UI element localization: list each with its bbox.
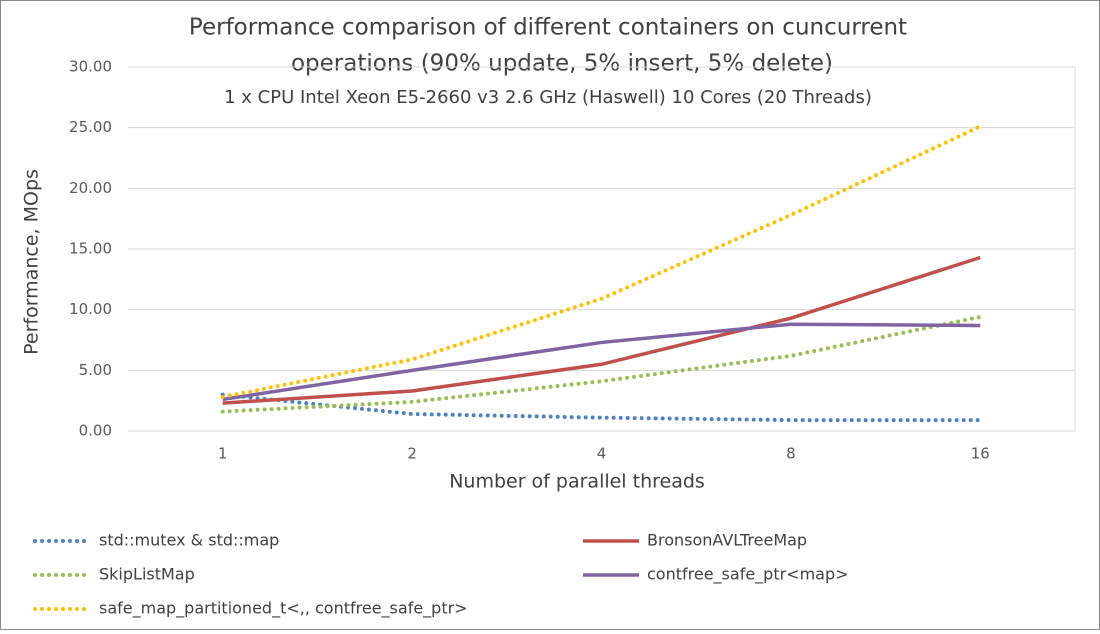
legend-label: SkipListMap — [99, 565, 195, 584]
series-line — [222, 322, 981, 402]
y-axis-label: Performance, MOps — [21, 169, 43, 355]
y-tick-label: 20.00 — [69, 179, 112, 197]
legend-label: safe_map_partitioned_t<,, contfree_safe_… — [99, 599, 468, 619]
y-tick-label: 15.00 — [69, 240, 112, 258]
y-tick-label: 30.00 — [69, 58, 112, 76]
chart-title: Performance comparison of different cont… — [189, 15, 907, 41]
chart-title: operations (90% update, 5% insert, 5% de… — [291, 51, 833, 77]
series-line — [220, 392, 983, 423]
x-tick-label: 2 — [407, 445, 417, 463]
y-tick-label: 10.00 — [69, 300, 112, 318]
legend-label: contfree_safe_ptr<map> — [647, 565, 849, 585]
y-tick-label: 25.00 — [69, 118, 112, 136]
series-line — [220, 124, 983, 400]
chart-subtitle: 1 x CPU Intel Xeon E5-2660 v3 2.6 GHz (H… — [224, 87, 872, 108]
legend-label: BronsonAVLTreeMap — [647, 531, 807, 550]
x-tick-label: 8 — [786, 445, 796, 463]
y-tick-label: 0.00 — [79, 422, 112, 440]
x-axis-label: Number of parallel threads — [449, 471, 705, 493]
series-line — [220, 314, 983, 414]
series-line — [222, 255, 981, 405]
x-tick-label: 16 — [971, 445, 990, 463]
x-tick-label: 4 — [597, 445, 607, 463]
y-tick-label: 5.00 — [79, 361, 112, 379]
x-tick-label: 1 — [218, 445, 228, 463]
legend-label: std::mutex & std::map — [99, 531, 279, 550]
